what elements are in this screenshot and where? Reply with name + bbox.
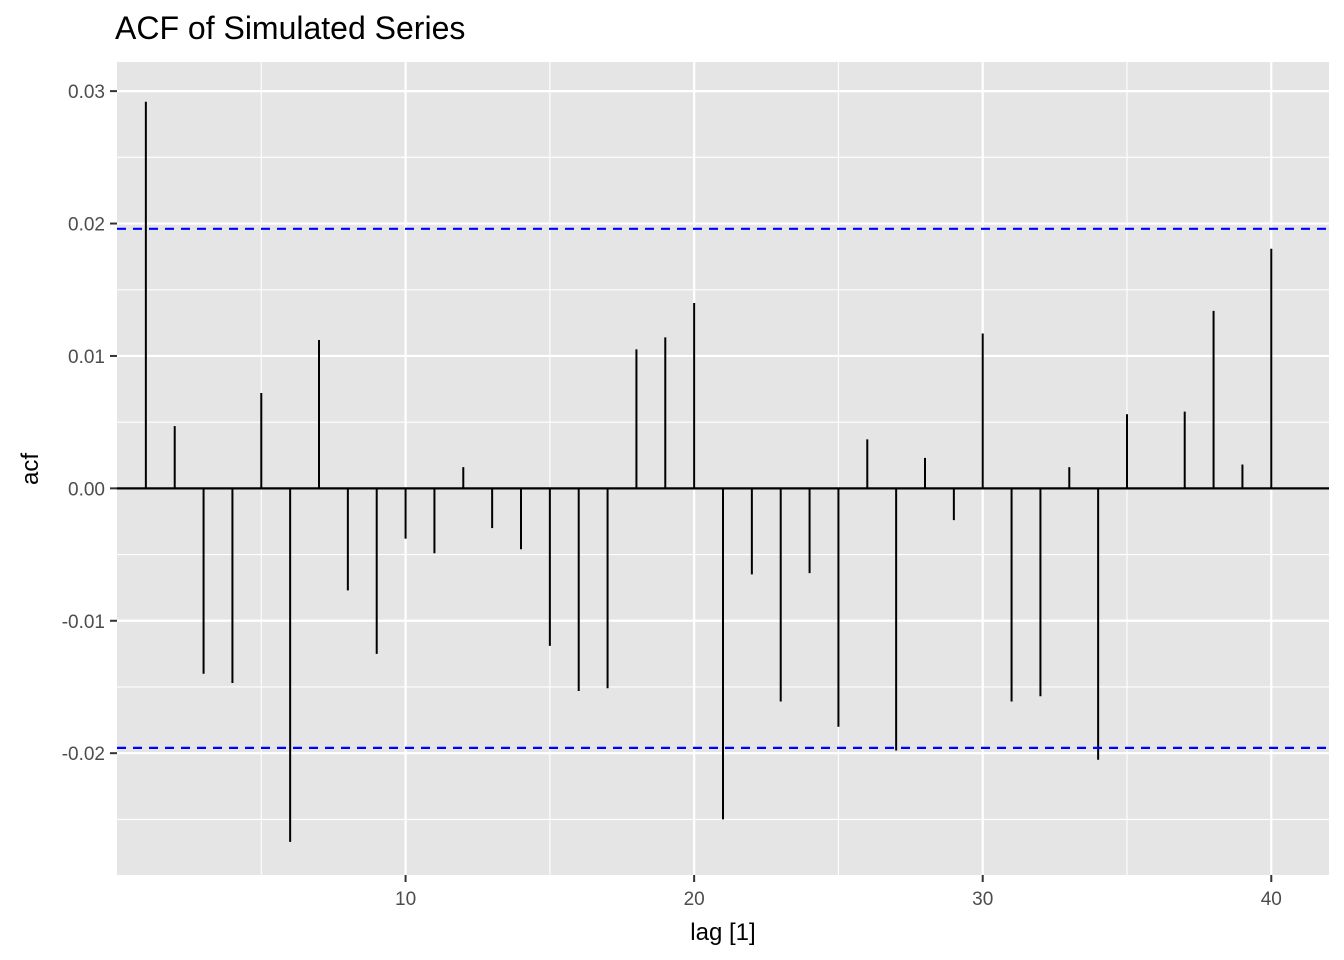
confidence-bounds [117,227,1329,749]
y-tick-label: -0.01 [62,612,105,633]
y-tick-label: 0.03 [68,82,105,103]
x-tick-label: 30 [972,889,993,910]
chart-title: ACF of Simulated Series [115,10,465,46]
y-axis-title: acf [17,453,44,485]
x-axis-title: lag [1] [690,919,755,946]
x-tick-label: 20 [684,889,705,910]
y-tick-label: 0.01 [68,347,105,368]
y-tick-label: 0.00 [68,479,105,500]
y-tick-label: -0.02 [62,744,105,765]
acf-bars [144,101,1273,842]
x-tick-label: 10 [395,889,416,910]
x-axis: 10 20 30 40 [395,875,1282,910]
y-axis: 0.03 0.02 0.01 0.00 -0.01 -0.02 [62,82,117,765]
y-tick-label: 0.02 [68,215,105,236]
x-tick-label: 40 [1261,889,1282,910]
